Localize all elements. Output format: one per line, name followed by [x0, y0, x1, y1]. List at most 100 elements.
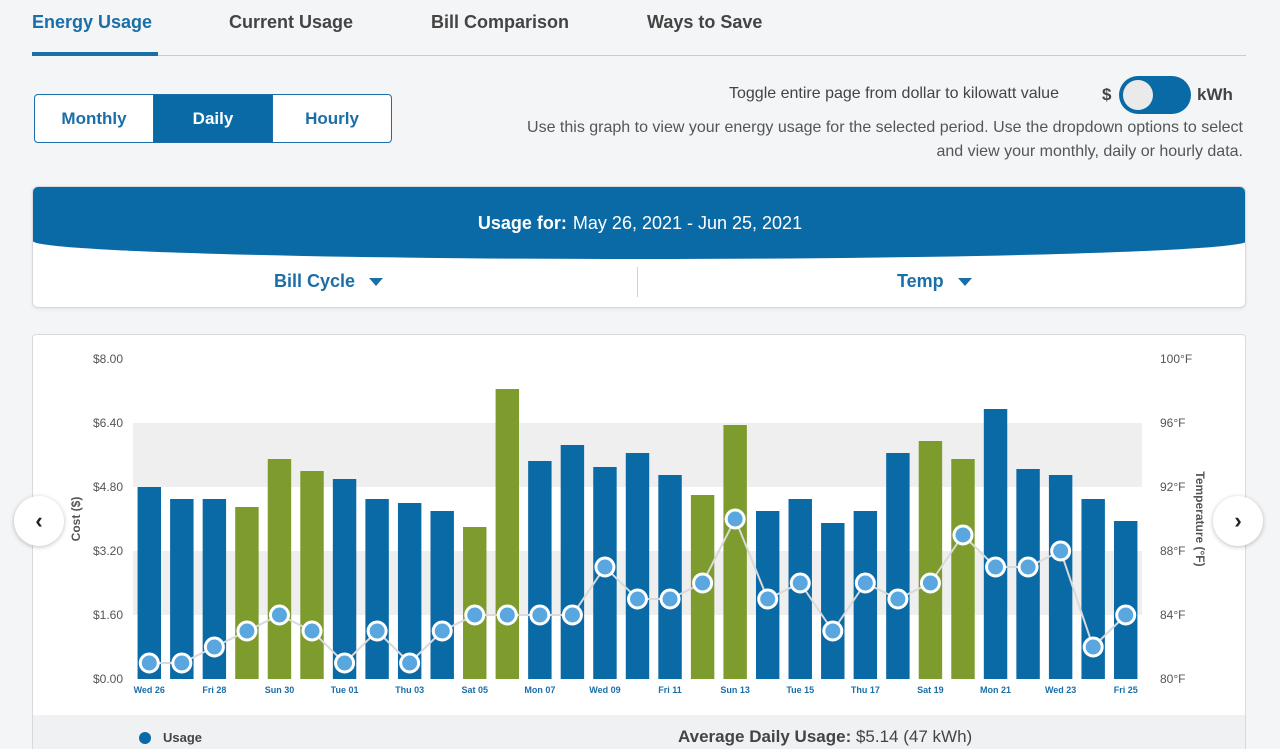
toggle-knob — [1123, 80, 1153, 110]
cost-bar — [332, 479, 357, 679]
y-right-tick-label: 96°F — [1160, 416, 1185, 430]
y-right-tick-label: 88°F — [1160, 544, 1185, 558]
y-left-tick-label: $4.80 — [93, 480, 123, 494]
tab-divider — [32, 55, 1246, 56]
cost-bar — [430, 511, 454, 679]
chart-legend: Usage — [139, 730, 202, 745]
y-left-tick-label: $6.40 — [93, 416, 123, 430]
tab-bill-comparison[interactable]: Bill Comparison — [431, 12, 570, 32]
temperature-point — [887, 588, 909, 610]
temperature-point — [334, 652, 356, 674]
temperature-point — [138, 652, 160, 674]
temperature-point — [1082, 636, 1104, 658]
y-left-tick-label: $8.00 — [93, 352, 123, 366]
average-label: Average Daily Usage: — [678, 727, 852, 746]
tab-current-usage[interactable]: Current Usage — [229, 12, 354, 32]
next-period-button[interactable]: › — [1213, 496, 1263, 546]
dollar-label: $ — [1102, 85, 1112, 104]
temperature-point — [301, 620, 323, 642]
y-left-tick-label: $0.00 — [93, 672, 123, 686]
cost-bar — [821, 523, 845, 679]
cost-bar — [365, 499, 389, 679]
y-right-axis-title: Temperature (°F) — [1193, 471, 1207, 566]
cost-bar — [983, 409, 1008, 679]
cost-bar — [560, 445, 585, 679]
monthly-button[interactable]: Monthly — [35, 95, 154, 142]
temperature-point — [431, 620, 453, 642]
temp-dropdown[interactable]: Temp — [897, 271, 972, 292]
chevron-right-icon: › — [1234, 508, 1242, 533]
temperature-point — [919, 572, 941, 594]
temperature-point — [366, 620, 388, 642]
usage-for-header: Usage for: May 26, 2021 - Jun 25, 2021 — [33, 187, 1245, 259]
active-tab-indicator — [32, 52, 158, 56]
chart-card: $0.00 $1.60 $3.20 $4.80 $6.40 $8.00 80°F 84°F 88… — [32, 334, 1246, 749]
temp-label: Temp — [897, 271, 944, 291]
hourly-button[interactable]: Hourly — [305, 108, 359, 128]
cost-bar — [495, 389, 520, 679]
temperature-point — [561, 604, 583, 626]
y-left-tick-label: $1.60 — [93, 608, 123, 622]
temperature-point — [594, 556, 616, 578]
temperature-point — [529, 604, 551, 626]
x-tick-label: Sun 30 — [265, 685, 295, 695]
usage-legend-dot — [139, 731, 151, 744]
x-tick-label: Sat 19 — [917, 685, 944, 695]
average-value: $5.14 (47 kWh) — [855, 727, 973, 746]
previous-period-button[interactable]: ‹ — [14, 496, 64, 546]
x-tick-label: Tue 15 — [786, 685, 814, 695]
x-tick-label: Tue 01 — [331, 685, 359, 695]
cost-bar — [658, 475, 682, 679]
kwh-label: kWh — [1197, 85, 1233, 104]
x-tick-label: Fri 28 — [202, 685, 226, 695]
temperature-point — [203, 636, 225, 658]
temperature-point — [1017, 556, 1039, 578]
x-tick-label: Wed 09 — [589, 685, 620, 695]
cost-bar — [918, 441, 943, 679]
temperature-point — [822, 620, 844, 642]
cost-bar — [1081, 499, 1105, 679]
y-right-tick-label: 92°F — [1160, 480, 1185, 494]
cost-bar — [267, 459, 292, 679]
cost-bar — [202, 499, 227, 679]
temperature-point — [464, 604, 486, 626]
temperature-point — [399, 652, 421, 674]
x-tick-label: Thu 03 — [395, 685, 424, 695]
unit-toggle-switch[interactable] — [1119, 76, 1191, 114]
chart-footer — [33, 715, 1245, 749]
period-selector: Monthly Daily Hourly — [34, 94, 392, 143]
usage-chart: $0.00 $1.60 $3.20 $4.80 $6.40 $8.00 80°F 84°F 88… — [69, 352, 1207, 695]
x-tick-label: Mon 07 — [524, 685, 555, 695]
y-right-tick-label: 80°F — [1160, 672, 1185, 686]
x-tick-label: Fri 25 — [1114, 685, 1138, 695]
usage-period-card: Usage for: May 26, 2021 - Jun 25, 2021 B… — [32, 186, 1246, 308]
temperature-point — [171, 652, 193, 674]
dropdown-divider — [637, 267, 638, 297]
graph-description: Use this graph to view your energy usage… — [527, 119, 1243, 160]
cost-bar — [723, 425, 747, 679]
cost-bar — [528, 461, 552, 679]
caret-down-icon — [957, 277, 972, 286]
temperature-point — [236, 620, 258, 642]
temperature-point — [854, 572, 876, 594]
tab-energy-usage[interactable]: Energy Usage — [32, 12, 153, 32]
x-tick-label: Sat 05 — [461, 685, 488, 695]
cost-bar — [853, 511, 878, 679]
tab-ways-to-save[interactable]: Ways to Save — [647, 12, 763, 32]
temperature-point — [268, 604, 290, 626]
temperature-point — [985, 556, 1007, 578]
temperature-point — [757, 588, 779, 610]
temperature-point — [952, 524, 974, 546]
chevron-left-icon: ‹ — [35, 508, 43, 533]
cost-bar — [951, 459, 975, 679]
cost-bar — [235, 507, 259, 679]
caret-down-icon — [369, 277, 384, 286]
daily-button[interactable]: Daily — [154, 95, 273, 142]
temperature-point — [724, 508, 746, 530]
usage-for-label: Usage for: — [477, 212, 567, 233]
temperature-point — [627, 588, 648, 610]
temperature-point — [789, 572, 811, 594]
cost-bar — [170, 499, 194, 679]
tab-bar: Energy Usage Current Usage Bill Comparis… — [0, 0, 1246, 57]
bill-cycle-dropdown[interactable]: Bill Cycle — [274, 271, 384, 292]
